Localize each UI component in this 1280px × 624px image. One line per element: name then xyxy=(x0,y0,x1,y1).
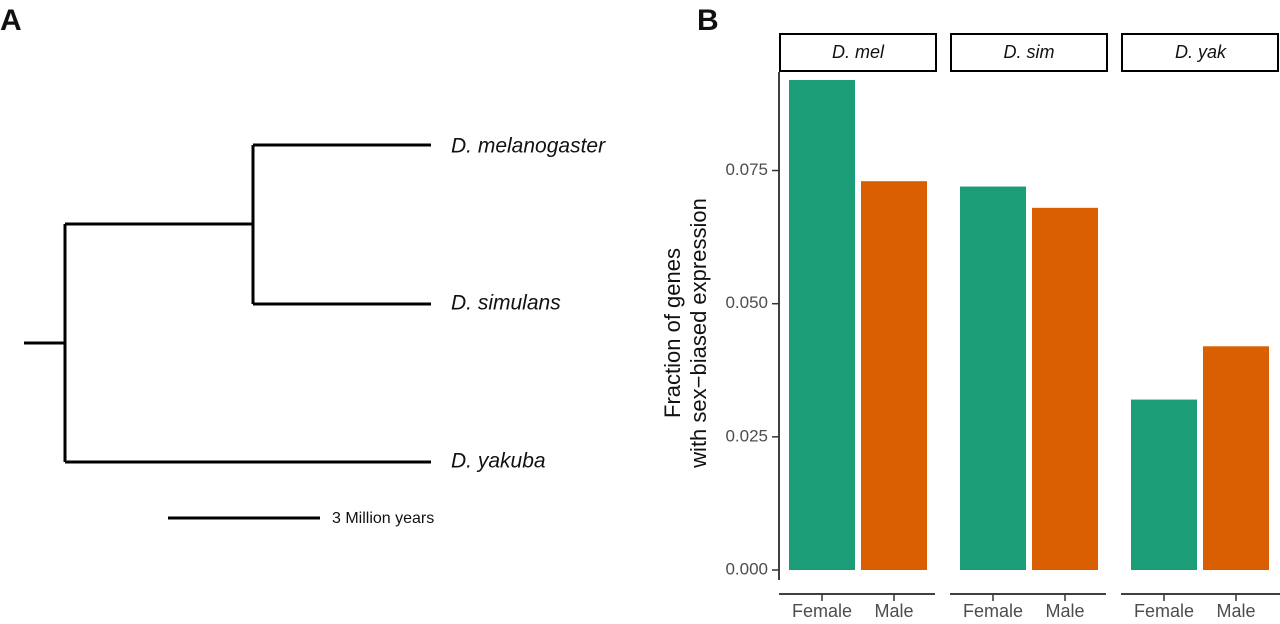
x-tick-label: Male xyxy=(1216,601,1255,621)
facet-2: D. yak Female Male xyxy=(1121,33,1280,621)
x-tick-label: Male xyxy=(874,601,913,621)
panel-b-label: B xyxy=(697,4,719,37)
bar-female xyxy=(789,79,855,570)
bar-female xyxy=(1131,399,1197,570)
bar-chart: Fraction of genes with sex−biased expres… xyxy=(660,33,1280,621)
facet-1: D. sim Female Male xyxy=(950,33,1108,621)
x-tick-label: Female xyxy=(963,601,1023,621)
facets: D. mel Female Male D. sim Female Male D. yak Fe… xyxy=(779,33,1280,621)
panel-a-label: A xyxy=(0,4,22,37)
species-label-yakuba: D. yakuba xyxy=(451,450,546,473)
bar-male xyxy=(1032,207,1098,570)
facet-strip-label: D. yak xyxy=(1175,42,1227,62)
species-label-simulans: D. simulans xyxy=(451,292,561,315)
bar-male xyxy=(1203,346,1269,570)
facet-strip xyxy=(1121,33,1279,72)
facet-strip-label: D. mel xyxy=(832,42,885,62)
phylogenetic-tree: D. melanogaster D. simulans D. yakuba 3 … xyxy=(24,135,606,527)
bar-female xyxy=(960,186,1026,570)
y-tick-label: 0.025 xyxy=(725,426,768,445)
y-tick-label: 0.050 xyxy=(725,293,768,312)
facet-strip-label: D. sim xyxy=(1004,42,1055,62)
facet-0: D. mel Female Male xyxy=(779,33,937,621)
facet-strip xyxy=(779,33,937,72)
bar-male xyxy=(861,181,927,570)
y-tick-label: 0.000 xyxy=(725,559,768,578)
y-axis-title-line1: Fraction of genes xyxy=(660,248,685,418)
x-tick-label: Female xyxy=(792,601,852,621)
species-label-melanogaster: D. melanogaster xyxy=(451,135,606,158)
x-tick-label: Male xyxy=(1045,601,1084,621)
scale-bar-label: 3 Million years xyxy=(332,510,434,527)
y-axis: 0.000 0.025 0.050 0.075 xyxy=(725,72,780,580)
y-tick-label: 0.075 xyxy=(725,160,768,179)
x-tick-label: Female xyxy=(1134,601,1194,621)
facet-strip xyxy=(950,33,1108,72)
y-axis-title-line2: with sex−biased expression xyxy=(686,198,711,469)
